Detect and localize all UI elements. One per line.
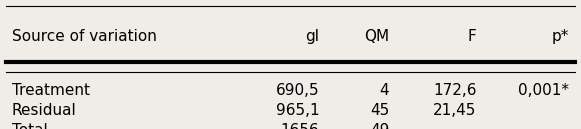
Text: 690,5: 690,5 <box>276 83 320 98</box>
Text: 4: 4 <box>379 83 389 98</box>
Text: QM: QM <box>364 29 389 44</box>
Text: F: F <box>468 29 476 44</box>
Text: 21,45: 21,45 <box>433 103 476 118</box>
Text: 965,1: 965,1 <box>276 103 320 118</box>
Text: 45: 45 <box>370 103 389 118</box>
Text: Treatment: Treatment <box>12 83 89 98</box>
Text: Total: Total <box>12 123 48 129</box>
Text: 49: 49 <box>370 123 389 129</box>
Text: gl: gl <box>306 29 320 44</box>
Text: 0,001*: 0,001* <box>518 83 569 98</box>
Text: p*: p* <box>552 29 569 44</box>
Text: Residual: Residual <box>12 103 76 118</box>
Text: 1656: 1656 <box>281 123 320 129</box>
Text: Source of variation: Source of variation <box>12 29 156 44</box>
Text: 172,6: 172,6 <box>433 83 476 98</box>
